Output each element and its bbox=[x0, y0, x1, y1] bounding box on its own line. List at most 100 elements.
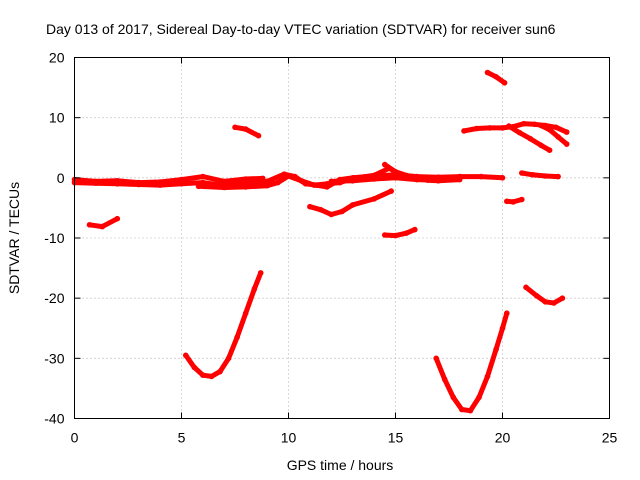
x-tick-label: 10 bbox=[281, 430, 297, 446]
series-arc-14 bbox=[506, 123, 553, 153]
data-point bbox=[382, 161, 388, 168]
data-point bbox=[504, 198, 510, 205]
data-point bbox=[260, 175, 266, 182]
data-point bbox=[559, 295, 566, 302]
data-point bbox=[371, 196, 377, 202]
y-tick-label: -40 bbox=[44, 411, 64, 427]
y-tick-label: -10 bbox=[44, 230, 64, 246]
data-point bbox=[225, 355, 232, 362]
data-point bbox=[433, 355, 440, 362]
data-point bbox=[251, 286, 258, 292]
series-layer bbox=[71, 69, 570, 414]
grid-layer bbox=[74, 57, 610, 419]
data-point bbox=[456, 176, 463, 183]
series-line bbox=[538, 123, 570, 147]
data-point bbox=[538, 122, 544, 129]
series-line bbox=[382, 227, 418, 239]
y-tick-label: -30 bbox=[44, 350, 64, 366]
data-point bbox=[493, 74, 499, 80]
data-point bbox=[135, 179, 142, 186]
data-point bbox=[486, 125, 493, 131]
data-point bbox=[114, 178, 121, 184]
data-point bbox=[255, 132, 262, 139]
data-point bbox=[450, 394, 457, 401]
data-point bbox=[499, 175, 506, 181]
data-point bbox=[563, 141, 570, 147]
series-arc-6 bbox=[86, 215, 121, 230]
data-point bbox=[349, 178, 356, 184]
data-point bbox=[221, 178, 228, 185]
data-point bbox=[499, 325, 506, 332]
data-point bbox=[484, 69, 491, 76]
data-point bbox=[531, 121, 538, 128]
y-tick-label: -20 bbox=[44, 290, 64, 306]
data-point bbox=[339, 208, 345, 215]
data-point bbox=[499, 125, 506, 131]
series-arc-7 bbox=[232, 124, 262, 139]
data-point bbox=[178, 181, 185, 187]
data-point bbox=[474, 125, 480, 132]
data-point bbox=[232, 124, 238, 131]
data-point bbox=[553, 124, 559, 131]
series-arc-11 bbox=[433, 310, 510, 414]
series-arc-8 bbox=[307, 188, 395, 218]
data-point bbox=[551, 300, 557, 306]
data-point bbox=[114, 215, 121, 222]
data-point bbox=[519, 196, 525, 203]
data-point bbox=[328, 211, 335, 218]
data-point bbox=[478, 173, 484, 180]
series-arc-18 bbox=[523, 284, 566, 306]
data-point bbox=[414, 175, 420, 181]
data-point bbox=[242, 184, 249, 190]
data-point bbox=[484, 373, 491, 380]
data-point bbox=[371, 176, 377, 182]
y-tick-label: 20 bbox=[49, 50, 65, 66]
data-point bbox=[157, 179, 163, 185]
x-tick-label: 25 bbox=[602, 430, 618, 446]
data-point bbox=[527, 135, 534, 142]
data-point bbox=[242, 176, 249, 182]
data-point bbox=[178, 176, 185, 183]
data-point bbox=[392, 232, 399, 239]
data-point bbox=[476, 394, 482, 401]
data-point bbox=[382, 232, 388, 238]
data-point bbox=[506, 123, 512, 129]
series-line bbox=[461, 121, 570, 135]
data-point bbox=[510, 199, 516, 205]
series-line bbox=[519, 170, 561, 180]
series-line bbox=[72, 174, 266, 186]
data-point bbox=[542, 173, 549, 179]
data-point bbox=[523, 284, 529, 291]
data-point bbox=[516, 129, 523, 136]
data-point bbox=[86, 222, 93, 228]
data-point bbox=[546, 147, 553, 153]
data-point bbox=[257, 270, 264, 276]
tick-layer: 0 5 10 15 20 25 -40 -30 -20 -10 0 10 20 bbox=[44, 50, 617, 446]
series-arc-17 bbox=[504, 196, 525, 205]
series-arc-9 bbox=[382, 226, 418, 239]
data-point bbox=[242, 310, 249, 317]
series-arc-13 bbox=[461, 120, 570, 135]
data-point bbox=[435, 178, 442, 184]
data-point bbox=[461, 128, 467, 134]
chart-title: Day 013 of 2017, Sidereal Day-to-day VTE… bbox=[46, 21, 556, 37]
data-point bbox=[200, 173, 206, 180]
data-point bbox=[388, 188, 395, 194]
y-tick-label: 0 bbox=[57, 170, 65, 186]
data-point bbox=[538, 142, 544, 149]
data-point bbox=[504, 310, 510, 317]
data-point bbox=[93, 178, 99, 185]
data-point bbox=[542, 299, 549, 305]
data-point bbox=[234, 334, 240, 341]
data-point bbox=[221, 184, 228, 191]
data-point bbox=[529, 172, 536, 178]
series-arc-10 bbox=[183, 270, 264, 380]
data-point bbox=[519, 170, 525, 176]
data-point bbox=[99, 223, 106, 230]
data-point bbox=[298, 178, 305, 184]
data-point bbox=[311, 182, 318, 188]
data-point bbox=[328, 178, 335, 185]
data-point bbox=[195, 183, 202, 190]
data-point bbox=[467, 407, 474, 414]
